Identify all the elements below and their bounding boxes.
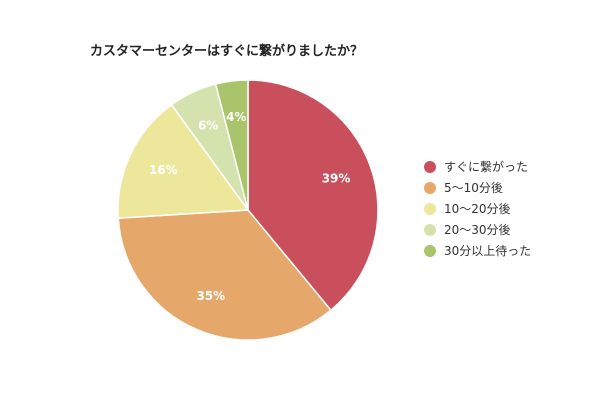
pie-slice [117, 209, 332, 341]
legend-label: 20〜30分後 [444, 223, 511, 237]
legend-swatch [424, 202, 436, 215]
slice-value-label: 4% [226, 110, 246, 124]
pie-slice [117, 103, 250, 219]
legend-label: 30分以上待った [444, 244, 532, 258]
legend-label: 5〜10分後 [444, 181, 503, 195]
legend: すぐに繋がった 5〜10分後 10〜20分後 20〜30分後 30分以上待った [424, 156, 531, 261]
slice-value-label: 39% [322, 171, 351, 185]
chart-title: カスタマーセンターはすぐに繋がりましたか？ [90, 44, 364, 59]
legend-swatch [424, 160, 436, 173]
legend-label: すぐに繋がった [444, 160, 529, 174]
slice-value-label: 35% [196, 289, 225, 303]
slice-value-label: 16% [149, 163, 178, 177]
legend-item: 20〜30分後 [424, 219, 531, 240]
legend-item: 5〜10分後 [424, 177, 531, 198]
legend-item: すぐに繋がった [424, 156, 531, 177]
legend-swatch [424, 181, 436, 194]
pie-slice [214, 79, 249, 211]
legend-label: 10〜20分後 [444, 202, 511, 216]
legend-item: 10〜20分後 [424, 198, 531, 219]
slice-value-label: 6% [198, 118, 218, 132]
legend-item: 30分以上待った [424, 240, 531, 261]
legend-swatch [424, 223, 436, 236]
pie-slice [247, 79, 379, 312]
legend-swatch [424, 244, 436, 257]
